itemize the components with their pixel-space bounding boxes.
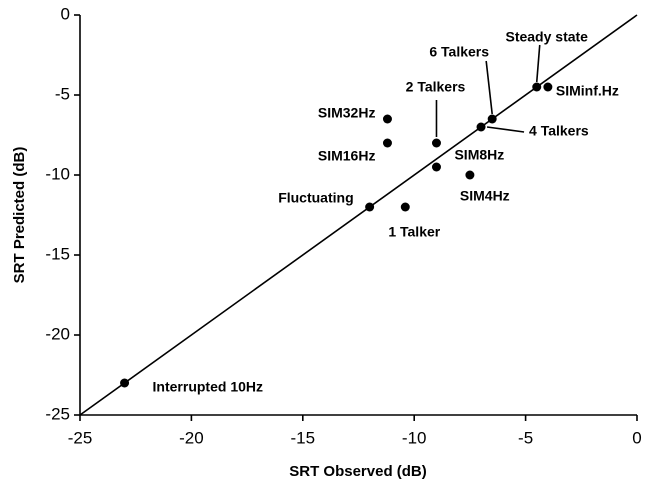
x-axis-label: SRT Observed (dB) <box>289 463 427 480</box>
point <box>382 138 392 148</box>
point-label: SIM8Hz <box>454 147 504 163</box>
point <box>431 138 441 148</box>
point <box>476 122 486 132</box>
identity-line <box>79 14 638 416</box>
point-label: SIM32Hz <box>318 105 376 121</box>
point <box>487 114 497 124</box>
y-tick-label: -5 <box>55 84 70 103</box>
point-label: SIMinf.Hz <box>556 83 619 99</box>
point-label: 1 Talker <box>388 224 440 240</box>
point-label: Steady state <box>505 29 588 45</box>
x-tick-label: -15 <box>291 428 316 447</box>
point <box>365 202 375 212</box>
point-label: 4 Talkers <box>529 123 589 139</box>
point <box>120 378 130 388</box>
y-tick-label: -25 <box>45 404 70 423</box>
point-label: Interrupted 10Hz <box>153 379 263 395</box>
x-tick-label: -20 <box>179 428 204 447</box>
point <box>543 82 553 92</box>
y-tick-label: -10 <box>45 164 70 183</box>
point-label: Fluctuating <box>278 190 353 206</box>
y-tick-label: -15 <box>45 244 70 263</box>
point <box>382 114 392 124</box>
point-label: 6 Talkers <box>429 44 489 60</box>
point <box>465 170 475 180</box>
y-tick-label: -20 <box>45 324 70 343</box>
point <box>431 162 441 172</box>
point <box>532 82 542 92</box>
y-tick-label: 0 <box>61 4 70 23</box>
y-axis-label: SRT Predicted (dB) <box>11 147 28 284</box>
leader-line <box>535 44 541 83</box>
point-label: SIM4Hz <box>460 188 510 204</box>
point-label: 2 Talkers <box>406 79 466 95</box>
leader-line <box>486 126 525 133</box>
point-label: SIM16Hz <box>318 148 376 164</box>
leader-line <box>485 60 493 115</box>
point <box>400 202 410 212</box>
x-tick-label: -10 <box>402 428 427 447</box>
x-tick-label: -5 <box>518 428 533 447</box>
x-tick-label: -25 <box>68 428 93 447</box>
x-tick-label: 0 <box>632 428 641 447</box>
